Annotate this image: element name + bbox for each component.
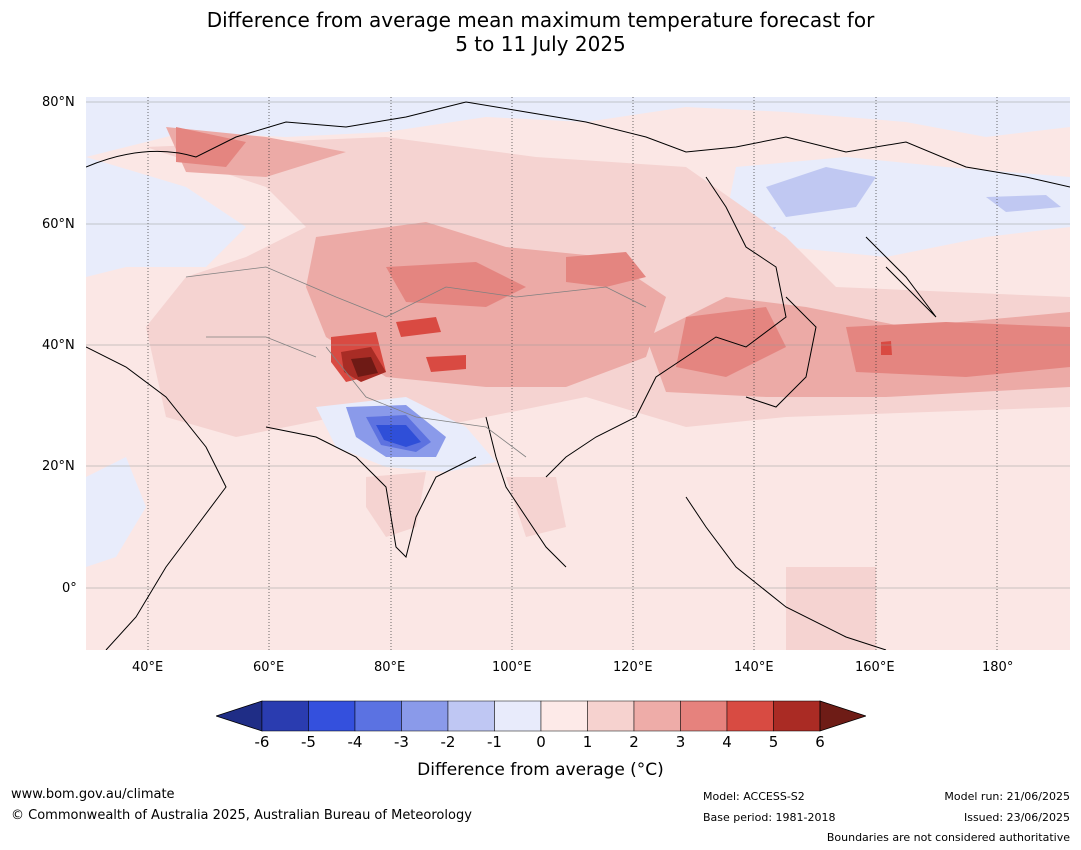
lon-label-60e: 60°E	[253, 660, 285, 675]
colorbar-tick-label: 5	[768, 733, 779, 751]
warm-band-4c	[881, 341, 892, 355]
colorbar-cell	[354, 700, 402, 732]
lon-label-80e: 80°E	[374, 660, 406, 675]
lat-label-20n: 20°N	[42, 459, 75, 474]
footer-base-period: Base period: 1981-2018	[703, 811, 836, 824]
colorbar-tick-label: 0	[536, 733, 546, 751]
colorbar	[216, 700, 866, 732]
lat-label-60n: 60°N	[42, 217, 75, 232]
footer-issued: Issued: 23/06/2025	[963, 811, 1070, 824]
lon-label-40e: 40°E	[132, 660, 164, 675]
lat-label-80n: 80°N	[42, 95, 75, 110]
warm-band-6	[351, 357, 378, 377]
colorbar-tick-label: -4	[347, 733, 363, 751]
colorbar-tick-label: -1	[487, 733, 502, 751]
lon-label-120e: 120°E	[613, 660, 653, 675]
lon-label-100e: 100°E	[492, 660, 532, 675]
colorbar-cell	[773, 700, 821, 732]
title-line-1: Difference from average mean maximum tem…	[206, 8, 875, 32]
pacific-warm-south	[786, 567, 876, 650]
colorbar-cell	[587, 700, 635, 732]
colorbar-tick-label: 4	[722, 733, 732, 751]
gridlines	[147, 97, 998, 650]
latlines	[86, 101, 1070, 589]
colorbar-tick-label: 1	[582, 733, 593, 751]
colorbar-cell	[726, 700, 774, 732]
west-cool-region	[86, 157, 246, 277]
warm-band-4a	[396, 317, 441, 337]
footer-model: Model: ACCESS-S2	[703, 790, 805, 803]
colorbar-cell	[633, 700, 681, 732]
colorbar-extend-low	[216, 700, 263, 732]
warm-band-4b	[426, 355, 466, 372]
colorbar-tick-label: 2	[629, 733, 639, 751]
footer-copyright: © Commonwealth of Australia 2025, Austra…	[11, 808, 472, 823]
footer-disclaimer: Boundaries are not considered authoritat…	[826, 831, 1070, 844]
colorbar-cell	[447, 700, 495, 732]
footer-website: www.bom.gov.au/climate	[11, 787, 175, 802]
colorbar-tick-label: -6	[254, 733, 270, 751]
country-borders	[185, 266, 647, 458]
east-siberia-cool-core	[766, 167, 876, 217]
temperature-anomaly-map	[86, 97, 1070, 650]
lon-label-180: 180°	[982, 660, 1014, 675]
colorbar-cell	[540, 700, 588, 732]
colorbar-extend-high	[819, 700, 866, 732]
colorbar-tick-label: -3	[394, 733, 409, 751]
lat-label-40n: 40°N	[42, 338, 75, 353]
colorbar-title: Difference from average (°C)	[417, 760, 664, 780]
footer-model-run: Model run: 21/06/2025	[944, 790, 1070, 803]
africa-cool-region	[86, 457, 146, 567]
chart-title: Difference from average mean maximum tem…	[0, 8, 1081, 56]
map-svg	[86, 97, 1070, 650]
title-line-2: 5 to 11 July 2025	[455, 32, 626, 56]
colorbar-cell	[494, 700, 542, 732]
warm-band-3e	[176, 127, 246, 167]
colorbar-tick-label: -5	[301, 733, 316, 751]
south-india-warm	[366, 472, 426, 537]
indochina-warm	[506, 477, 566, 537]
colorbar-cells	[216, 700, 866, 732]
kamchatka-cool-core	[986, 195, 1061, 212]
colorbar-tick-label: -2	[440, 733, 456, 751]
india-cool-core	[376, 425, 421, 447]
colorbar-tick-label: 3	[675, 733, 686, 751]
colorbar-cell	[308, 700, 356, 732]
colorbar-cell	[401, 700, 449, 732]
warm-band-3	[386, 262, 526, 307]
lat-label-0: 0°	[62, 581, 77, 596]
coastlines	[86, 101, 1070, 650]
colorbar-cell	[680, 700, 728, 732]
colorbar-cell	[261, 700, 309, 732]
lon-label-140e: 140°E	[734, 660, 774, 675]
warm-band-3b	[566, 252, 646, 287]
arctic-cool-region	[86, 97, 1070, 157]
lon-label-160e: 160°E	[855, 660, 895, 675]
warm-band-3d	[846, 322, 1070, 377]
colorbar-tick-label: 6	[815, 733, 825, 751]
